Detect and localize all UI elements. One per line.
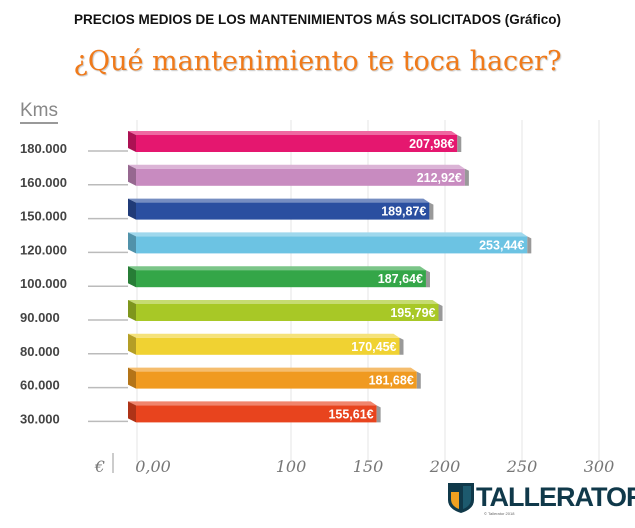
shield-icon <box>448 483 474 513</box>
bar <box>136 304 439 321</box>
x-axis-label: € <box>94 457 105 476</box>
data-label: 195,79€ <box>390 306 435 320</box>
data-label: 155,61€ <box>328 407 373 421</box>
bar <box>136 405 377 423</box>
y-tick-label: 90.000 <box>20 310 60 325</box>
chart-subtitle: ¿Qué mantenimiento te toca hacer? <box>73 46 562 77</box>
bar-end-face <box>438 304 443 321</box>
bar-top-face <box>128 333 400 338</box>
bar-side-face <box>128 198 136 220</box>
bar <box>136 270 426 288</box>
bar <box>136 168 465 186</box>
data-label: 187,64€ <box>378 272 423 286</box>
y-tick-label: 180.000 <box>20 141 67 156</box>
bar-top-face <box>128 164 465 169</box>
bar-top-face <box>128 232 528 237</box>
bar-end-face <box>527 236 532 254</box>
bar <box>136 135 458 152</box>
data-label: 253,44€ <box>479 238 524 252</box>
bar-end-face <box>464 168 469 186</box>
y-tick-label: 30.000 <box>20 411 60 426</box>
chart-title: PRECIOS MEDIOS DE LOS MANTENIMIENTOS MÁS… <box>73 12 562 27</box>
bar <box>136 202 430 220</box>
data-label: 170,45€ <box>351 340 396 354</box>
data-label: 181,68€ <box>369 374 414 388</box>
data-label: 189,87€ <box>381 205 426 219</box>
bar <box>136 371 417 389</box>
y-tick-label: 60.000 <box>20 378 60 393</box>
bar-side-face <box>128 266 136 288</box>
bar-end-face <box>429 202 434 220</box>
tallerator-logo: TALLERATOR <box>446 480 635 514</box>
x-tick-label: 200 <box>429 457 461 476</box>
bar-end-face <box>425 270 430 288</box>
y-tick-label: 160.000 <box>20 175 67 190</box>
x-tick-label: 100 <box>276 457 307 476</box>
x-tick-label: 250 <box>506 457 538 476</box>
bar <box>136 337 400 355</box>
y-tick-label: 80.000 <box>20 344 60 359</box>
y-tick-label: 120.000 <box>20 242 67 257</box>
bar-side-face <box>128 333 136 355</box>
data-label: 207,98€ <box>409 137 454 151</box>
x-tick-label: 300 <box>584 457 615 476</box>
x-tick-label: 0,00 <box>135 457 171 476</box>
data-label: 212,92€ <box>417 171 462 185</box>
bar-side-face <box>128 300 136 321</box>
copyright: © Tallerator 2018 <box>484 511 515 516</box>
bar-side-face <box>128 367 136 389</box>
bar-end-face <box>376 405 381 423</box>
bar-side-face <box>128 164 136 186</box>
bar-top-face <box>128 198 430 203</box>
logo-text: TALLERATOR <box>476 481 635 512</box>
bar-top-face <box>128 266 426 271</box>
bar-end-face <box>416 371 421 389</box>
bar-top-face <box>128 401 377 406</box>
bar-top-face <box>128 131 458 135</box>
y-tick-label: 150.000 <box>20 209 67 224</box>
bar-side-face <box>128 401 136 423</box>
bar-end-face <box>457 135 462 152</box>
y-tick-label: 100.000 <box>20 276 67 291</box>
bar-side-face <box>128 131 136 152</box>
y-axis-label: Kms <box>20 100 58 124</box>
bar-side-face <box>128 232 136 254</box>
bar-end-face <box>399 337 404 355</box>
bar <box>136 236 528 254</box>
bar-top-face <box>128 300 439 304</box>
bar-top-face <box>128 367 417 372</box>
x-tick-label: 150 <box>353 457 384 476</box>
